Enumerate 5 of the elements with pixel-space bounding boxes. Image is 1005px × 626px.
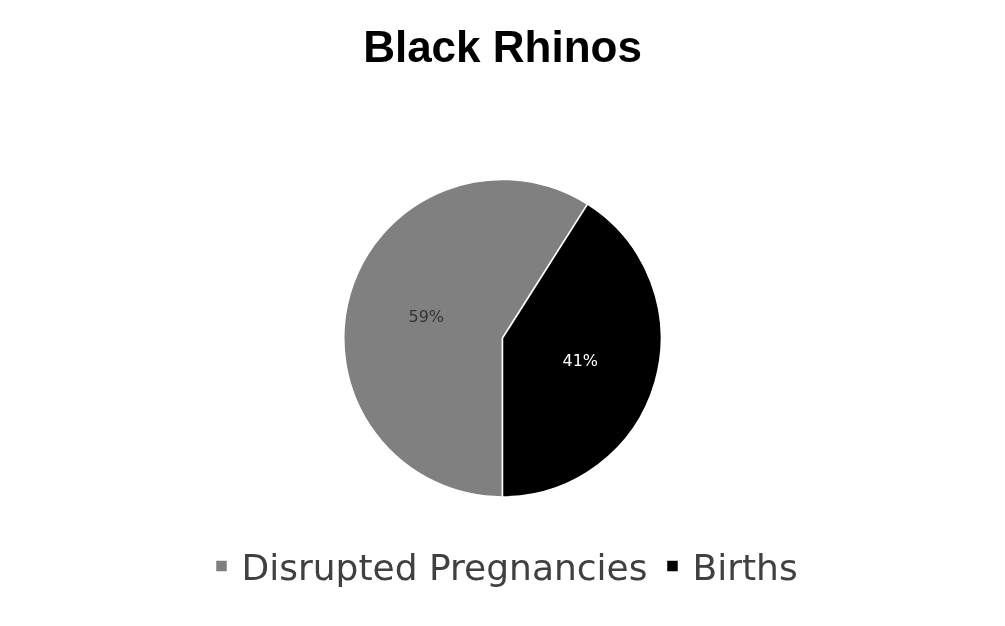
data-label: 59% (408, 306, 445, 326)
data-label: 41% (562, 351, 599, 371)
chart-title: Black Rhinos (363, 22, 642, 72)
legend-label: Disrupted Pregnancies (241, 547, 648, 589)
legend-label: Births (692, 547, 798, 589)
